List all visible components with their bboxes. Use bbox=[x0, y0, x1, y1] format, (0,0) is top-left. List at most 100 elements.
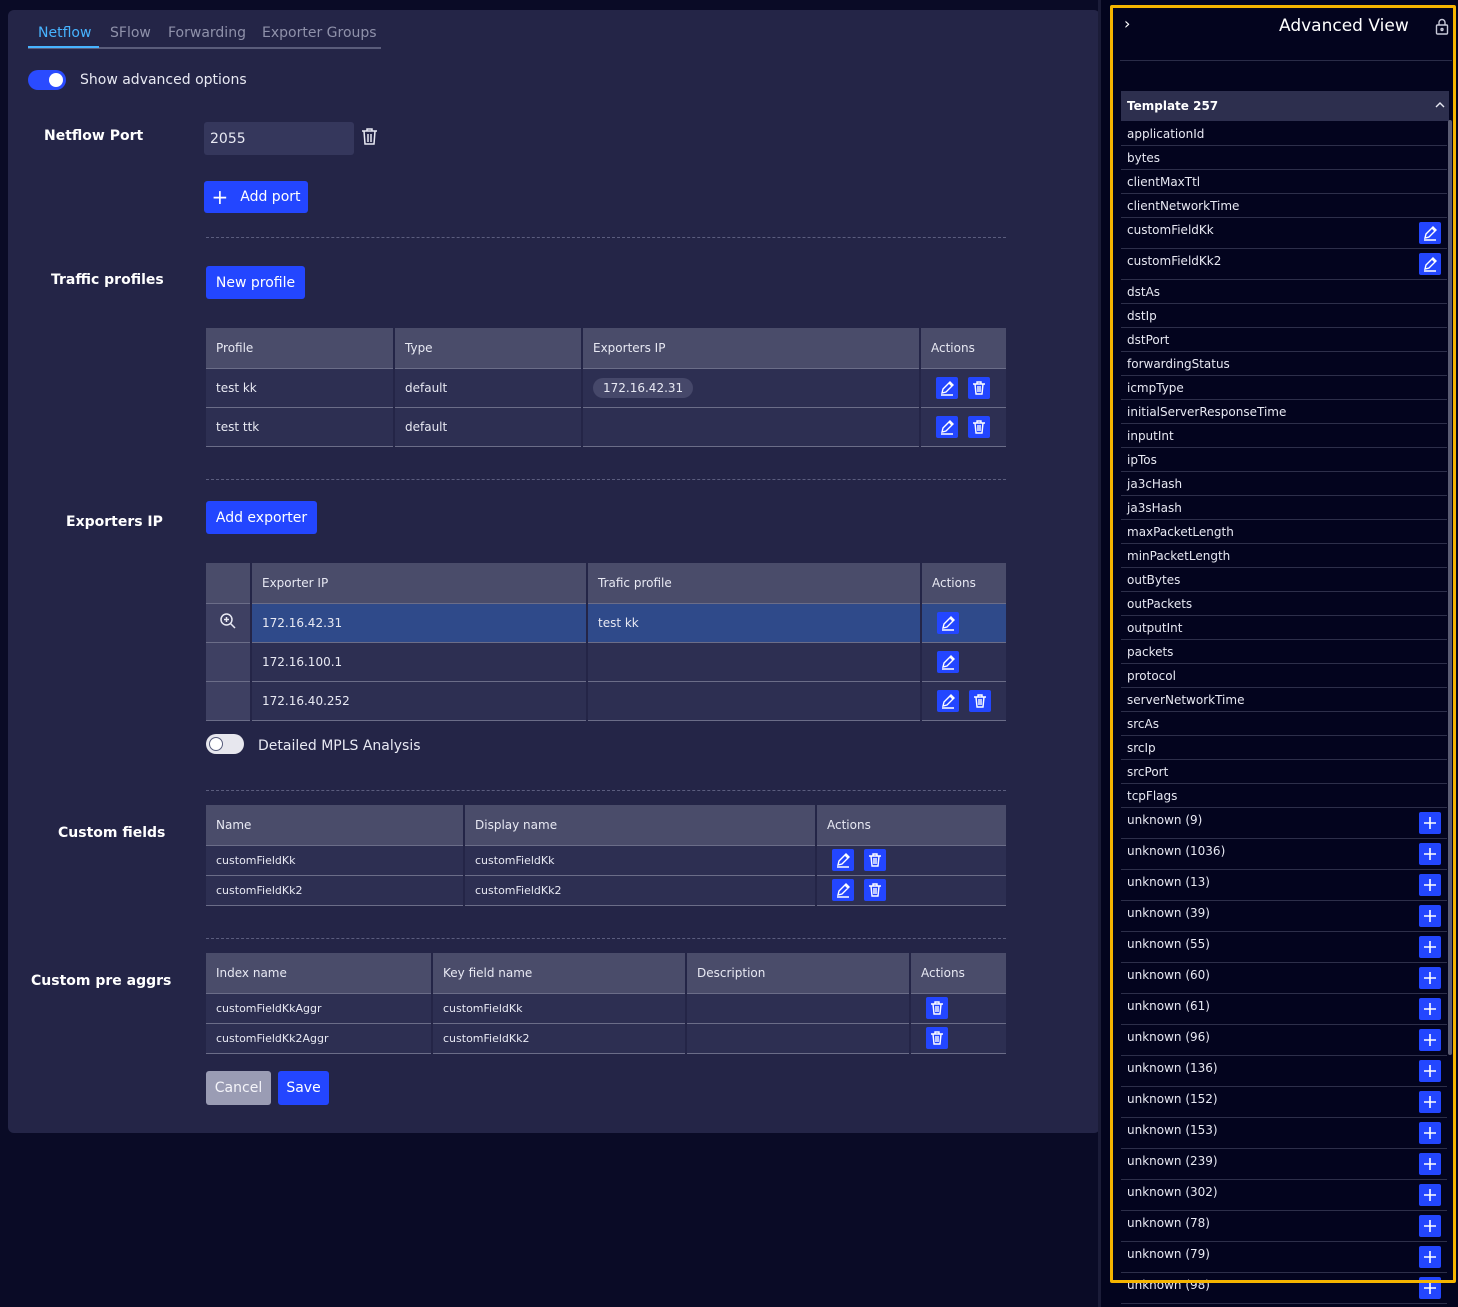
template-field-row: unknown (9) bbox=[1121, 808, 1447, 839]
template-field-row: inputInt bbox=[1121, 424, 1447, 448]
add-icon[interactable] bbox=[1419, 1060, 1441, 1082]
trash-icon[interactable] bbox=[969, 689, 991, 712]
template-field-row: forwardingStatus bbox=[1121, 352, 1447, 376]
key-field-cell: customFieldKk2 bbox=[432, 1022, 687, 1054]
actions-cell bbox=[921, 602, 1006, 642]
edit-icon[interactable] bbox=[937, 611, 959, 634]
edit-icon[interactable] bbox=[937, 650, 959, 673]
save-button[interactable]: Save bbox=[278, 1071, 329, 1105]
table-header-row: Name Display name Actions bbox=[206, 805, 1006, 845]
col-header-actions: Actions bbox=[920, 328, 1006, 368]
edit-icon[interactable] bbox=[1419, 253, 1441, 275]
add-icon[interactable] bbox=[1419, 936, 1441, 958]
active-tab-indicator bbox=[28, 46, 99, 48]
netflow-port-input[interactable] bbox=[204, 122, 354, 155]
cancel-button[interactable]: Cancel bbox=[206, 1071, 271, 1105]
trash-icon[interactable] bbox=[864, 879, 886, 901]
add-icon[interactable] bbox=[1419, 1029, 1441, 1051]
col-header-exporter-ip: Exporter IP bbox=[251, 563, 588, 603]
template-field-row: unknown (60) bbox=[1121, 963, 1447, 994]
tab-exporter-groups[interactable]: Exporter Groups bbox=[262, 25, 377, 41]
add-icon[interactable] bbox=[1419, 812, 1441, 834]
display-name-cell: customFieldKk2 bbox=[464, 874, 817, 906]
add-icon[interactable] bbox=[1419, 874, 1441, 896]
actions-cell bbox=[816, 844, 1006, 875]
table-row[interactable]: 172.16.40.252 bbox=[206, 680, 1006, 721]
table-row[interactable]: 172.16.42.31 test kk bbox=[206, 602, 1006, 642]
edit-icon[interactable] bbox=[832, 879, 854, 901]
add-icon[interactable] bbox=[1419, 843, 1441, 865]
field-name: minPacketLength bbox=[1127, 549, 1231, 563]
actions-cell bbox=[921, 641, 1006, 681]
field-name: unknown (152) bbox=[1127, 1092, 1218, 1106]
custom-pre-aggrs-table: Index name Key field name Description Ac… bbox=[206, 953, 1006, 1054]
template-field-row: unknown (239) bbox=[1121, 1149, 1447, 1180]
delete-port-icon[interactable] bbox=[361, 127, 378, 149]
trash-icon[interactable] bbox=[968, 376, 990, 399]
chevron-up-icon[interactable] bbox=[1435, 101, 1445, 109]
table-row[interactable]: 172.16.100.1 bbox=[206, 641, 1006, 681]
template-header[interactable]: Template 257 bbox=[1121, 91, 1449, 121]
edit-icon[interactable] bbox=[832, 849, 854, 871]
field-name: ja3sHash bbox=[1127, 501, 1182, 515]
trash-icon[interactable] bbox=[926, 997, 948, 1019]
field-name: unknown (239) bbox=[1127, 1154, 1218, 1168]
tab-netflow[interactable]: Netflow bbox=[38, 25, 92, 41]
section-divider bbox=[206, 938, 1006, 939]
template-field-row: unknown (1036) bbox=[1121, 839, 1447, 870]
field-name: outBytes bbox=[1127, 573, 1181, 587]
custom-fields-label: Custom fields bbox=[58, 825, 166, 841]
mpls-analysis-toggle[interactable] bbox=[206, 734, 244, 754]
new-profile-button[interactable]: New profile bbox=[206, 266, 305, 299]
add-icon[interactable] bbox=[1419, 1122, 1441, 1144]
field-name: applicationId bbox=[1127, 127, 1205, 141]
template-field-row: unknown (153) bbox=[1121, 1118, 1447, 1149]
collapse-chevron-icon[interactable]: › bbox=[1124, 14, 1131, 33]
lock-icon[interactable] bbox=[1435, 18, 1449, 39]
edit-icon[interactable] bbox=[936, 415, 958, 438]
plus-icon: + bbox=[211, 185, 229, 209]
template-field-row: tcpFlags bbox=[1121, 784, 1447, 808]
edit-icon[interactable] bbox=[937, 689, 959, 712]
col-header-expand bbox=[206, 563, 252, 603]
trafic-profile-cell bbox=[587, 680, 922, 721]
field-name: dstIp bbox=[1127, 309, 1157, 323]
add-icon[interactable] bbox=[1419, 967, 1441, 989]
advanced-options-toggle[interactable] bbox=[28, 70, 66, 90]
edit-icon[interactable] bbox=[1419, 222, 1441, 244]
actions-cell bbox=[921, 680, 1006, 721]
template-field-row: minPacketLength bbox=[1121, 544, 1447, 568]
tab-forwarding[interactable]: Forwarding bbox=[168, 25, 246, 41]
trafic-profile-cell: test kk bbox=[587, 602, 922, 642]
advanced-view-title: Advanced View bbox=[1279, 16, 1409, 36]
panel-resize-handle[interactable] bbox=[1098, 0, 1101, 1307]
tab-sflow[interactable]: SFlow bbox=[110, 25, 151, 41]
field-name: srcIp bbox=[1127, 741, 1156, 755]
col-header-description: Description bbox=[686, 953, 911, 993]
template-field-row: unknown (78) bbox=[1121, 1211, 1447, 1242]
add-icon[interactable] bbox=[1419, 998, 1441, 1020]
trash-icon[interactable] bbox=[864, 849, 886, 871]
add-icon[interactable] bbox=[1419, 1215, 1441, 1237]
add-icon[interactable] bbox=[1419, 1184, 1441, 1206]
scrollbar[interactable] bbox=[1448, 120, 1452, 1055]
traffic-profiles-label: Traffic profiles bbox=[51, 272, 164, 288]
add-icon[interactable] bbox=[1419, 1091, 1441, 1113]
add-icon[interactable] bbox=[1419, 905, 1441, 927]
field-name: unknown (13) bbox=[1127, 875, 1210, 889]
trash-icon[interactable] bbox=[968, 415, 990, 438]
exporter-ip-cell: 172.16.40.252 bbox=[251, 680, 588, 721]
col-header-trafic-profile: Trafic profile bbox=[587, 563, 922, 603]
template-field-row: unknown (302) bbox=[1121, 1180, 1447, 1211]
edit-icon[interactable] bbox=[936, 376, 958, 399]
add-exporter-button[interactable]: Add exporter bbox=[206, 501, 317, 534]
add-icon[interactable] bbox=[1419, 1153, 1441, 1175]
custom-pre-aggrs-label: Custom pre aggrs bbox=[31, 973, 172, 989]
trash-icon[interactable] bbox=[926, 1027, 948, 1049]
field-name: unknown (55) bbox=[1127, 937, 1210, 951]
add-icon[interactable] bbox=[1419, 1246, 1441, 1268]
field-name: unknown (136) bbox=[1127, 1061, 1218, 1075]
zoom-in-icon[interactable] bbox=[219, 612, 237, 630]
field-name: srcAs bbox=[1127, 717, 1159, 731]
add-port-button[interactable]: + Add port bbox=[204, 181, 308, 213]
